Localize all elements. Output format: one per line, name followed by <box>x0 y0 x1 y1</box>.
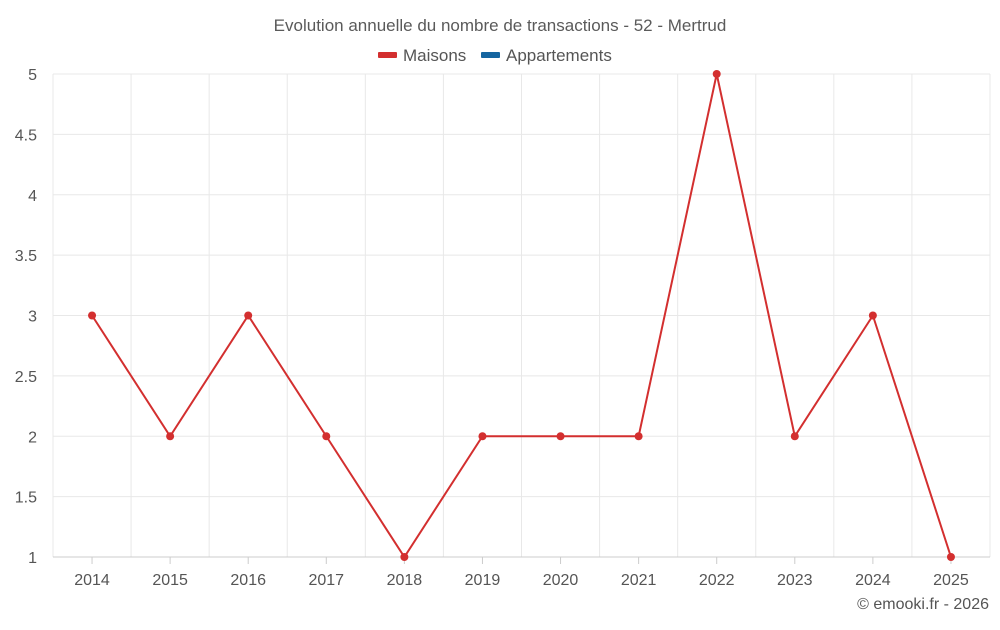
x-tick-label: 2018 <box>387 572 423 589</box>
data-point-maisons[interactable] <box>556 432 565 441</box>
data-point-maisons[interactable] <box>166 432 175 441</box>
x-tick-label: 2023 <box>777 572 813 589</box>
y-tick-label: 2 <box>28 429 37 446</box>
legend-swatch-maisons <box>378 52 397 58</box>
y-axis-ticks: 1 1.5 2 2.5 3 3.5 4 4.5 5 <box>15 67 37 567</box>
series-maisons <box>88 70 955 561</box>
series-line-maisons <box>91 73 952 559</box>
legend: Maisons Appartements <box>378 46 612 65</box>
data-point-maisons[interactable] <box>88 311 97 320</box>
y-tick-label: 3 <box>28 309 37 326</box>
x-tick-label: 2019 <box>465 572 501 589</box>
legend-swatch-appartements <box>481 52 500 58</box>
data-point-maisons[interactable] <box>868 311 877 320</box>
legend-label-maisons: Maisons <box>403 46 466 65</box>
y-tick-label: 5 <box>28 67 37 84</box>
series <box>88 70 955 561</box>
y-tick-label: 1 <box>28 550 37 567</box>
grid <box>52 73 991 557</box>
x-tick-label: 2016 <box>230 572 266 589</box>
data-point-maisons[interactable] <box>244 311 253 320</box>
data-point-maisons[interactable] <box>634 432 643 441</box>
data-point-maisons[interactable] <box>322 432 331 441</box>
axes <box>53 556 990 564</box>
x-tick-label: 2025 <box>933 572 969 589</box>
y-tick-label: 3.5 <box>15 248 37 265</box>
legend-item-maisons[interactable]: Maisons <box>378 46 466 65</box>
x-tick-label: 2024 <box>855 572 891 589</box>
y-tick-label: 4.5 <box>15 127 37 144</box>
legend-item-appartements[interactable]: Appartements <box>481 46 612 65</box>
x-tick-label: 2021 <box>621 572 657 589</box>
credit-text: © emooki.fr - 2026 <box>857 596 989 613</box>
y-tick-label: 2.5 <box>15 369 37 386</box>
y-tick-label: 4 <box>28 188 37 205</box>
data-point-maisons[interactable] <box>790 432 799 441</box>
x-tick-label: 2017 <box>308 572 344 589</box>
data-point-maisons[interactable] <box>478 432 487 441</box>
legend-label-appartements: Appartements <box>506 46 612 65</box>
x-axis-ticks: 2014 2015 2016 2017 2018 2019 2020 2021 2022 2023… <box>74 572 969 589</box>
x-tick-label: 2020 <box>543 572 579 589</box>
data-point-maisons[interactable] <box>946 553 955 561</box>
x-tick-label: 2022 <box>699 572 735 589</box>
y-tick-label: 1.5 <box>15 490 37 507</box>
x-tick-label: 2015 <box>152 572 188 589</box>
data-point-maisons[interactable] <box>712 70 721 78</box>
data-point-maisons[interactable] <box>400 553 409 561</box>
chart-title: Evolution annuelle du nombre de transact… <box>274 16 727 35</box>
x-tick-label: 2014 <box>74 572 110 589</box>
